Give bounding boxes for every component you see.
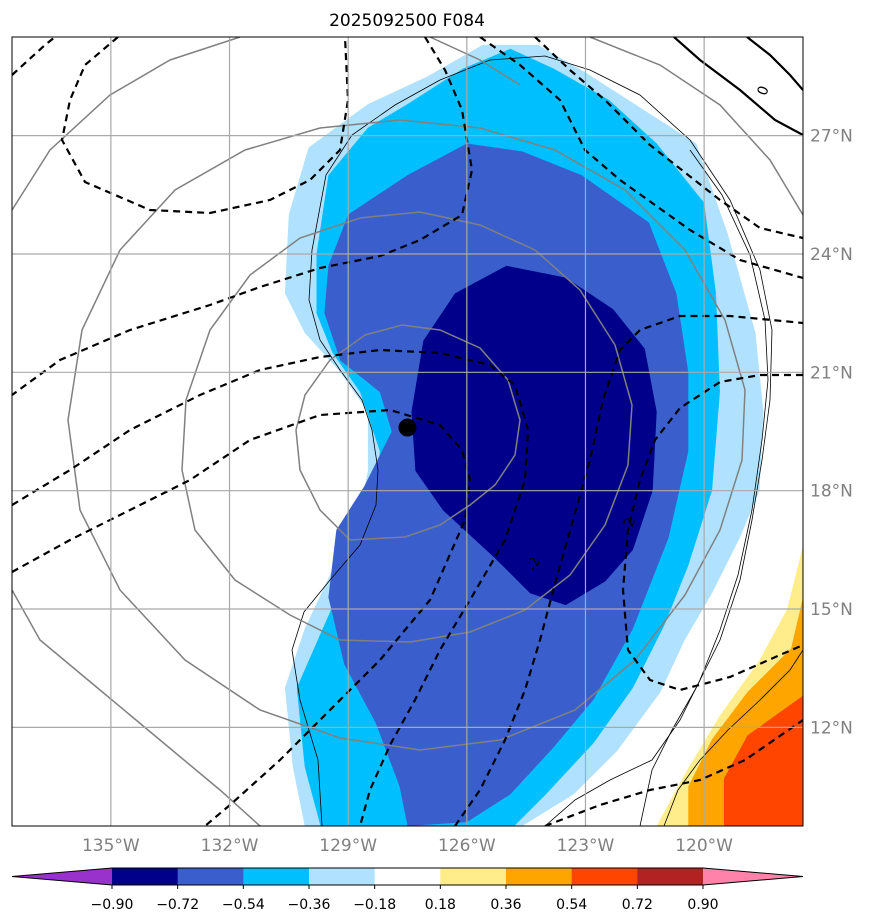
storm-center-marker bbox=[398, 418, 417, 437]
grey-contour-ring bbox=[295, 324, 521, 541]
chart-title: 2025092500 F084 bbox=[329, 11, 485, 31]
lat-tick-label: 27°N bbox=[810, 127, 853, 147]
longitude-labels: 135°W 132°W 129°W 126°W 123°W 120°W bbox=[82, 836, 733, 856]
grey-contour-ring bbox=[12, 37, 241, 211]
dashed-contour bbox=[621, 373, 803, 692]
colorbar-extension-high bbox=[703, 868, 803, 885]
colorbar-tick-label: −0.36 bbox=[288, 897, 331, 913]
lat-tick-label: 18°N bbox=[810, 482, 853, 502]
colorbar-segment bbox=[374, 868, 441, 885]
dashed-contours bbox=[12, 37, 803, 826]
lon-tick-label: 129°W bbox=[319, 836, 377, 856]
colorbar-tick-label: 0.54 bbox=[556, 897, 587, 913]
dashed-contour bbox=[479, 37, 803, 280]
zero-anomaly-outline bbox=[291, 55, 773, 826]
inner-anomaly-outline bbox=[544, 149, 769, 826]
colorbar-segment bbox=[309, 868, 376, 885]
dashed-contour bbox=[534, 37, 803, 240]
grey-contour-ring bbox=[67, 119, 746, 751]
colorbar-tick-label: −0.72 bbox=[156, 897, 199, 913]
contour-label: -2 bbox=[524, 555, 544, 574]
zero-contour bbox=[673, 37, 803, 136]
lat-tick-label: 24°N bbox=[810, 245, 853, 265]
colorbar-segment bbox=[506, 868, 573, 885]
grey-contour-ring bbox=[181, 211, 633, 643]
lat-tick-label: 21°N bbox=[810, 363, 853, 383]
colorbar-tick-label: 0.36 bbox=[490, 897, 521, 913]
colorbar: −0.90 −0.72 −0.54 −0.36 −0.18 0.18 0.36 0.54 0.7… bbox=[11, 867, 804, 913]
grey-contours bbox=[12, 37, 803, 826]
colorbar-segment bbox=[243, 868, 310, 885]
colorbar-segment bbox=[571, 868, 638, 885]
dashed-contour bbox=[12, 37, 56, 76]
positive-anomaly-outline bbox=[663, 649, 803, 826]
lon-tick-label: 123°W bbox=[557, 836, 615, 856]
colorbar-tick-label: 0.72 bbox=[622, 897, 653, 913]
dashed-contour bbox=[12, 37, 474, 396]
colorbar-tick-label: −0.54 bbox=[222, 897, 265, 913]
lon-tick-label: 126°W bbox=[438, 836, 496, 856]
grey-contour-ring bbox=[12, 589, 261, 826]
colorbar-segment bbox=[177, 868, 244, 885]
lon-tick-label: 120°W bbox=[675, 836, 733, 856]
map-frame bbox=[11, 36, 804, 827]
contour-label: -2 bbox=[619, 516, 639, 535]
contour-labels: 0-2-2 bbox=[524, 84, 772, 574]
colorbar-tick-label: −0.90 bbox=[91, 897, 134, 913]
filled-contour-region bbox=[411, 265, 657, 606]
dashed-contour bbox=[454, 314, 803, 826]
grey-contour-ring bbox=[589, 37, 803, 216]
dashed-contour bbox=[12, 348, 530, 826]
colorbar-segment bbox=[112, 868, 179, 885]
colorbar-tick-label: 0.90 bbox=[687, 897, 718, 913]
colorbar-segment bbox=[440, 868, 507, 885]
dashed-contour bbox=[60, 37, 350, 215]
grey-contour-ring bbox=[429, 37, 521, 86]
map-area: 0-2-2 bbox=[12, 37, 803, 826]
colorbar-tick-label: −0.18 bbox=[353, 897, 396, 913]
colorbar-extension-low bbox=[12, 868, 112, 885]
lon-tick-label: 135°W bbox=[82, 836, 140, 856]
lon-tick-label: 132°W bbox=[201, 836, 259, 856]
dashed-contour bbox=[12, 408, 472, 826]
filled-contour-region bbox=[723, 695, 803, 826]
dashed-contour bbox=[544, 719, 803, 826]
gridlines bbox=[12, 37, 803, 826]
colorbar-segment bbox=[637, 868, 704, 885]
zero-contour bbox=[746, 37, 803, 91]
lat-tick-label: 12°N bbox=[810, 718, 853, 738]
colorbar-tick-label: 0.18 bbox=[425, 897, 456, 913]
lat-tick-label: 15°N bbox=[810, 600, 853, 620]
latitude-labels: 12°N 15°N 18°N 21°N 24°N 27°N bbox=[810, 127, 853, 739]
